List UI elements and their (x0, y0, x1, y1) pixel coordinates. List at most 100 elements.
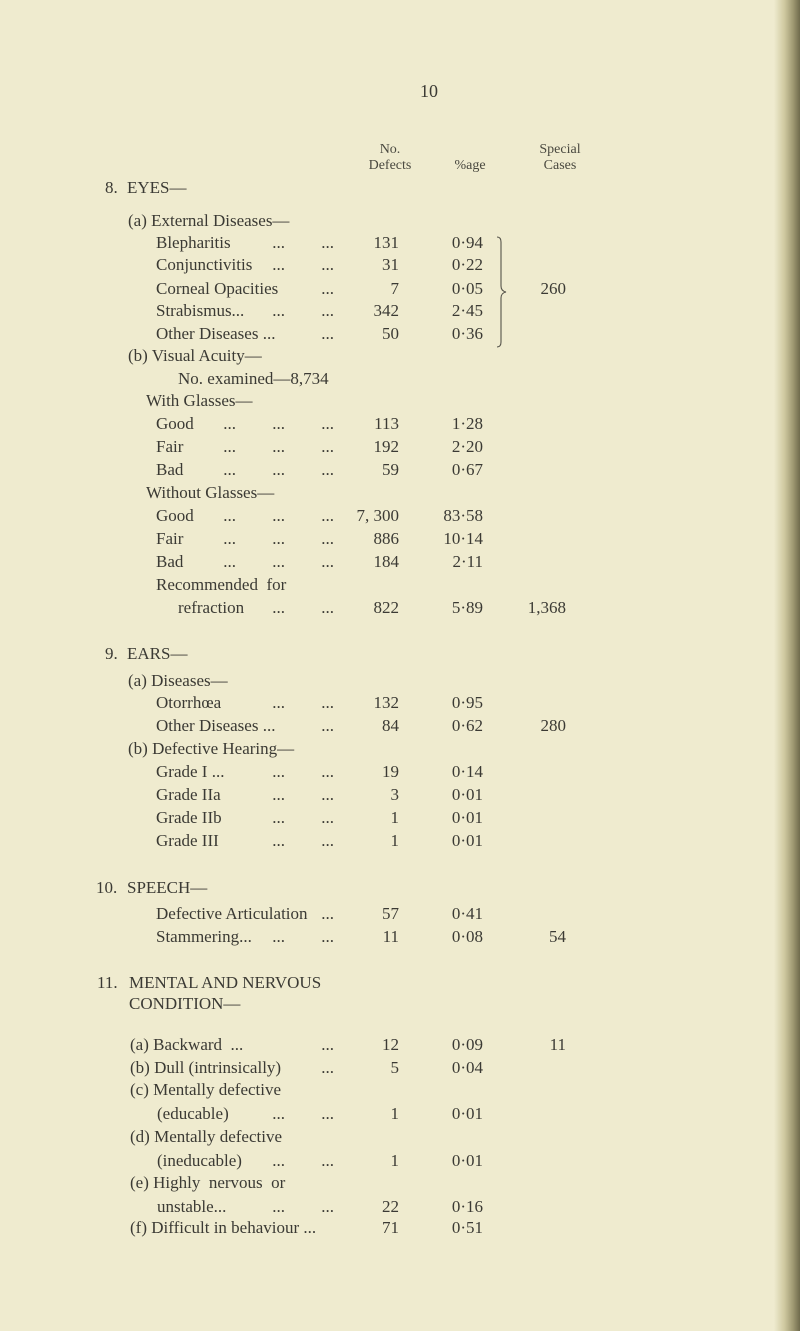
dot-leaders: ... (321, 324, 334, 343)
percentage: 0·36 (451, 324, 483, 343)
row-label: (educable) (157, 1104, 229, 1123)
row-label: Fair (156, 437, 184, 456)
dot-leaders: ... (321, 1058, 334, 1077)
section-title: EYES— (127, 178, 187, 197)
row-label: Blepharitis (156, 233, 231, 252)
header-special-line1: Special (539, 142, 581, 157)
row-label: Recommended for (156, 575, 287, 594)
header-defects: No. Defects (360, 142, 420, 174)
percentage: 0·94 (451, 233, 483, 252)
row-label: Stammering... (156, 927, 252, 946)
percentage: 0·09 (451, 1035, 483, 1054)
section-title: EARS— (127, 644, 188, 663)
dot-leaders: ... ... (272, 598, 334, 617)
dot-leaders: ... ... ... (223, 460, 334, 479)
section-title: SPEECH— (127, 878, 208, 897)
defects-count: 59 (382, 460, 399, 479)
row-label: With Glasses— (146, 391, 253, 410)
page-number: 10 (420, 81, 438, 101)
special-cases: 1,368 (527, 598, 566, 617)
row-label: (a) Backward ... (130, 1035, 244, 1054)
dot-leaders: ... (321, 1035, 334, 1054)
row-label: Strabismus... (156, 301, 245, 320)
row-label: (f) Difficult in behaviour ... (130, 1218, 317, 1237)
dot-leaders: ... (321, 716, 334, 735)
defects-count: 31 (382, 255, 399, 274)
row-label: Corneal Opacities (156, 279, 279, 298)
defects-count: 342 (373, 301, 400, 320)
percentage: 0·01 (451, 1104, 483, 1123)
dot-leaders: ... ... (272, 762, 334, 781)
defects-count: 19 (382, 762, 399, 781)
row-label: (a) Diseases— (128, 671, 228, 690)
defects-count: 5 (390, 1058, 400, 1077)
defects-count: 822 (373, 598, 400, 617)
defects-count: 3 (390, 785, 400, 804)
percentage: 0·05 (451, 279, 483, 298)
header-special-line2: Cases (543, 158, 577, 173)
row-label: Grade I ... (156, 762, 225, 781)
row-label: refraction (178, 598, 245, 617)
percentage: 83·58 (443, 506, 483, 525)
dot-leaders: ... ... (272, 693, 334, 712)
dot-leaders: ... ... (272, 255, 334, 274)
defects-count: 113 (374, 414, 399, 433)
defects-count: 1 (390, 808, 400, 827)
dot-leaders: ... ... (272, 831, 334, 850)
special-cases: 280 (540, 716, 567, 735)
defects-count: 50 (382, 324, 399, 343)
row-label: No. examined—8,734 (178, 369, 329, 388)
row-label: (b) Visual Acuity— (128, 346, 262, 365)
defects-count: 7, 300 (356, 506, 400, 525)
defects-count: 192 (373, 437, 400, 456)
row-label: (ineducable) (157, 1151, 242, 1170)
dot-leaders: ... ... (272, 301, 334, 320)
dot-leaders: ... ... ... (223, 529, 334, 548)
row-label: Fair (156, 529, 184, 548)
dot-leaders: ... ... ... (223, 414, 334, 433)
percentage: 2·11 (452, 552, 483, 571)
special-cases: 260 (540, 279, 567, 298)
percentage: 0·95 (451, 693, 483, 712)
section-number: 8. (105, 178, 118, 197)
row-label: Other Diseases ... (156, 324, 276, 343)
dot-leaders: ... ... (272, 1104, 334, 1123)
row-label: (a) External Diseases— (128, 211, 290, 230)
dot-leaders: ... ... (272, 927, 334, 946)
dot-leaders: ... ... ... (223, 552, 334, 571)
scan-page-edge (774, 0, 800, 1331)
percentage: 0·67 (451, 460, 483, 479)
percentage: 0·01 (451, 808, 483, 827)
section-number: 10. (96, 878, 118, 897)
defects-count: 132 (373, 693, 400, 712)
percentage: 0·01 (451, 1151, 483, 1170)
row-label: Bad (156, 552, 184, 571)
special-cases: 54 (549, 927, 566, 946)
row-label: Other Diseases ... (156, 716, 276, 735)
header-special: Special Cases (530, 142, 590, 174)
percentage: 0·08 (451, 927, 483, 946)
defects-count: 12 (382, 1035, 399, 1054)
defects-count: 1 (390, 1104, 400, 1123)
row-label: Otorrhœa (156, 693, 222, 712)
defects-count: 184 (373, 552, 400, 571)
percentage: 5·89 (451, 598, 483, 617)
row-label: Grade IIb (156, 808, 222, 827)
header-pct: %age (454, 158, 486, 173)
percentage: 0·62 (451, 716, 483, 735)
row-label: (c) Mentally defective (130, 1080, 282, 1099)
row-label: Bad (156, 460, 184, 479)
dot-leaders: ... ... ... (223, 437, 334, 456)
percentage: 0·22 (451, 255, 483, 274)
section-title: MENTAL AND NERVOUS (129, 973, 322, 992)
defects-count: 84 (382, 716, 399, 735)
row-label: (d) Mentally defective (130, 1127, 282, 1146)
row-label: unstable... (157, 1197, 227, 1216)
row-label: Grade III (156, 831, 219, 850)
dot-leaders: ... ... (272, 808, 334, 827)
dot-leaders: ... (321, 279, 334, 298)
row-label: (b) Dull (intrinsically) (130, 1058, 282, 1077)
row-label: (e) Highly nervous or (130, 1173, 286, 1192)
row-label: (b) Defective Hearing— (128, 739, 295, 758)
brace-icon (496, 236, 507, 348)
